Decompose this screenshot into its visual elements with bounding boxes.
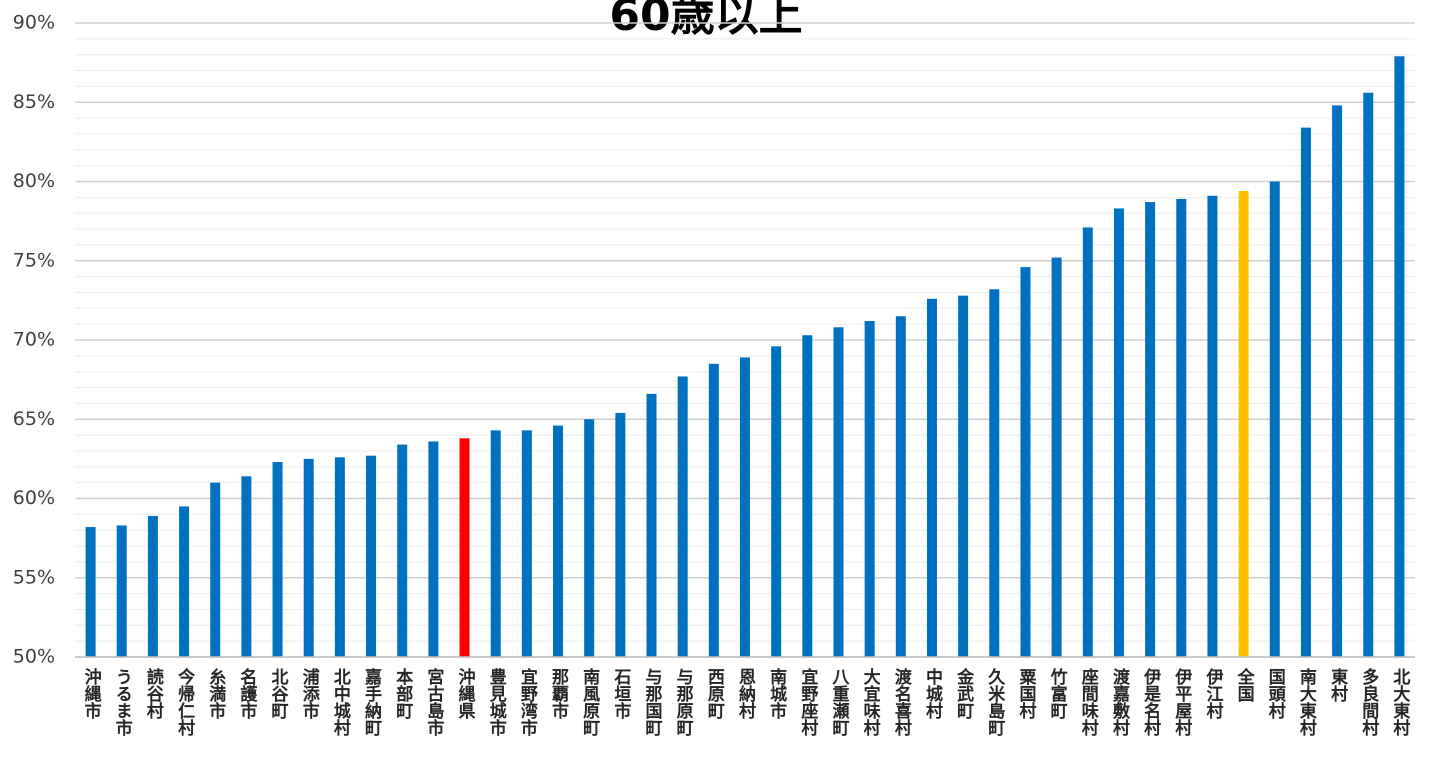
bar — [428, 441, 439, 657]
bar — [1332, 105, 1343, 658]
x-tick-label: 渡名喜村 — [891, 667, 912, 737]
bar — [1269, 181, 1280, 657]
x-tick-label: 与那原町 — [673, 668, 694, 737]
bar — [1176, 198, 1187, 657]
bar — [833, 327, 844, 657]
bar — [521, 430, 532, 657]
bar — [85, 527, 96, 657]
x-tick-label: 恩納村 — [735, 668, 756, 720]
bar — [677, 376, 688, 657]
bar — [490, 430, 501, 657]
bar — [303, 458, 314, 657]
x-tick-label: うるま市 — [112, 668, 133, 736]
bar — [771, 346, 782, 657]
bar — [334, 457, 345, 657]
x-tick-label: 南城市 — [766, 667, 787, 719]
x-tick-label: 八重瀬町 — [828, 668, 849, 737]
x-tick-label: 豊見城市 — [486, 667, 508, 736]
bar — [615, 412, 626, 657]
x-tick-label: 那覇市 — [548, 668, 569, 719]
y-tick-label: 50% — [13, 646, 55, 668]
x-tick-label: 多良間村 — [1358, 667, 1379, 737]
x-tick-label: 粟国村 — [1015, 668, 1036, 720]
x-tick-label: 金武町 — [953, 667, 975, 720]
bar — [584, 419, 595, 657]
bar — [1207, 195, 1218, 657]
x-tick-label: 石垣市 — [610, 668, 632, 719]
bar — [116, 525, 127, 657]
bar — [926, 298, 937, 657]
x-tick-label: 中城村 — [922, 667, 943, 720]
bar — [459, 438, 470, 657]
x-tick-label: 浦添市 — [299, 667, 320, 719]
x-tick-label: 宮古島市 — [423, 667, 444, 736]
x-tick-label: 国頭村 — [1265, 668, 1286, 720]
y-tick-label: 90% — [13, 12, 55, 34]
x-tick-label: 東村 — [1327, 667, 1348, 703]
bar — [1238, 191, 1249, 657]
y-tick-label: 80% — [13, 170, 55, 192]
x-tick-label: 嘉手納町 — [361, 667, 383, 737]
bar — [958, 295, 969, 657]
x-tick-label: 西原町 — [704, 668, 725, 720]
bar — [366, 455, 377, 657]
bar — [1113, 208, 1124, 657]
bar — [179, 506, 190, 657]
x-tick-label: 大宜味村 — [860, 667, 881, 737]
x-tick-label: 南風原町 — [579, 667, 600, 737]
y-tick-label: 60% — [13, 487, 55, 509]
bar — [1051, 257, 1062, 657]
x-tick-label: 北大東村 — [1389, 668, 1410, 737]
y-tick-label: 55% — [13, 566, 55, 588]
x-tick-label: 座間味村 — [1078, 667, 1099, 737]
bar — [397, 444, 408, 657]
bar — [553, 425, 564, 657]
x-tick-label: 名護市 — [236, 667, 257, 719]
x-tick-label: 読谷村 — [143, 667, 164, 720]
bar — [1020, 267, 1031, 657]
bar — [1300, 127, 1311, 658]
bar — [241, 476, 252, 657]
x-tick-label: 伊平屋村 — [1171, 667, 1193, 737]
y-tick-label: 85% — [13, 91, 55, 113]
bar — [864, 320, 875, 657]
chart-title: 60歳以上 — [609, 0, 802, 41]
x-tick-label: 北中城村 — [330, 668, 351, 737]
x-tick-label: 本部町 — [392, 667, 413, 720]
bar — [1363, 92, 1374, 658]
x-tick-label: 沖縄市 — [81, 667, 102, 719]
bar — [989, 289, 1000, 657]
x-tick-label: 北谷町 — [268, 668, 289, 720]
x-tick-label: 竹富町 — [1047, 667, 1069, 720]
x-tick-label: 沖縄県 — [455, 667, 476, 720]
bar — [1394, 56, 1405, 658]
x-tick-label: 久米島町 — [984, 667, 1005, 737]
x-tick-label: 伊江村 — [1202, 667, 1224, 720]
x-tick-label: 糸満市 — [205, 667, 226, 719]
bar — [210, 482, 221, 657]
bar — [147, 515, 158, 657]
x-tick-label: 宜野湾市 — [517, 667, 538, 736]
bar — [646, 393, 657, 657]
bar — [1145, 202, 1156, 658]
bar — [740, 357, 750, 657]
x-tick-label: 与那国町 — [642, 668, 663, 737]
bar — [802, 335, 813, 657]
x-tick-label: 今帰仁村 — [174, 667, 195, 737]
bar — [708, 363, 719, 657]
bar — [1082, 227, 1093, 657]
x-tick-label: 南大東村 — [1296, 667, 1317, 737]
bar — [272, 462, 283, 657]
x-tick-label: 伊是名村 — [1140, 667, 1162, 737]
x-tick-label: 渡嘉敷村 — [1109, 667, 1131, 737]
y-tick-label: 75% — [13, 249, 55, 271]
y-tick-label: 70% — [13, 329, 55, 351]
x-tick-label: 全国 — [1234, 667, 1256, 703]
y-tick-label: 65% — [13, 408, 55, 430]
x-tick-label: 宜野座村 — [797, 667, 818, 737]
bar — [895, 316, 906, 657]
